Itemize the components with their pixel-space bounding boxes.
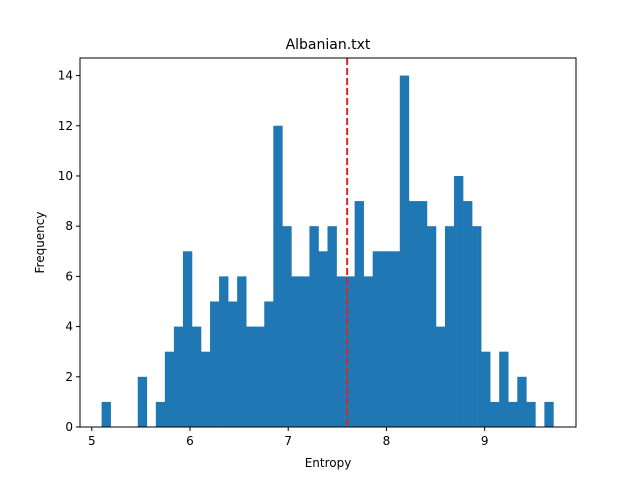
x-axis-ticks: 5 6 7 8 9: [88, 427, 489, 448]
y-tick-label: 4: [65, 320, 73, 334]
histogram-bar: [336, 276, 346, 427]
x-tick-label: 7: [284, 434, 292, 448]
histogram-bar: [101, 401, 111, 427]
histogram-bar: [201, 351, 211, 427]
histogram-bar: [499, 351, 509, 427]
y-tick-label: 6: [65, 269, 73, 283]
histogram-bar: [264, 301, 274, 427]
histogram-bar: [490, 401, 500, 427]
plot-frame: [79, 57, 577, 428]
histogram-bar: [345, 276, 355, 427]
histogram-bar: [164, 351, 175, 427]
histogram-bar: [508, 401, 518, 427]
histogram-bar: [472, 226, 482, 427]
histogram-bar: [381, 251, 392, 427]
histogram-bar: [318, 251, 328, 427]
histogram-bar: [417, 201, 428, 427]
histogram-bar: [273, 125, 283, 427]
histogram-bar: [182, 251, 193, 427]
x-tick-label: 5: [88, 434, 96, 448]
histogram-bar: [544, 401, 554, 427]
histogram-bar: [255, 326, 265, 427]
histogram-bar: [291, 276, 301, 427]
histogram-bar: [426, 226, 437, 427]
x-axis-label: Entropy: [305, 456, 352, 470]
y-tick-label: 2: [65, 370, 73, 384]
y-axis-label: Frequency: [33, 212, 47, 274]
histogram-bar: [526, 401, 536, 427]
histogram-bar: [517, 376, 527, 427]
y-tick-label: 10: [58, 169, 73, 183]
histogram-bar: [444, 226, 455, 427]
histogram-bar: [354, 201, 364, 427]
histogram-bar: [246, 326, 256, 427]
histogram-bar: [300, 276, 310, 427]
histogram-bar: [237, 276, 247, 427]
y-tick-label: 12: [58, 119, 73, 133]
histogram-bar: [463, 201, 473, 427]
histogram-bar: [228, 301, 238, 427]
chart-title: Albanian.txt: [286, 37, 371, 53]
histogram-bar: [408, 201, 419, 427]
histogram-bar: [191, 326, 202, 427]
histogram-bar: [137, 376, 148, 427]
histogram-bar: [173, 326, 184, 427]
y-tick-label: 14: [58, 69, 73, 83]
histogram-bar: [327, 226, 337, 427]
histogram-bar: [481, 351, 491, 427]
x-tick-label: 6: [186, 434, 194, 448]
y-tick-label: 0: [65, 420, 73, 434]
y-tick-label: 8: [65, 219, 73, 233]
histogram-bar: [363, 276, 373, 427]
y-axis-ticks: 0 2 4 6 8 10 12 14: [58, 69, 80, 434]
histogram-bar: [390, 251, 401, 427]
histogram-bar: [155, 401, 166, 427]
x-tick-label: 9: [481, 434, 489, 448]
histogram-bar: [372, 251, 383, 427]
histogram-bar: [309, 226, 319, 427]
histogram-bars: [101, 75, 554, 427]
histogram-bar: [210, 301, 220, 427]
histogram-bar: [454, 175, 464, 427]
histogram-bar: [219, 276, 229, 427]
x-tick-label: 8: [383, 434, 391, 448]
histogram-bar: [399, 75, 410, 427]
histogram-bar: [282, 226, 292, 427]
histogram-bar: [435, 326, 446, 427]
